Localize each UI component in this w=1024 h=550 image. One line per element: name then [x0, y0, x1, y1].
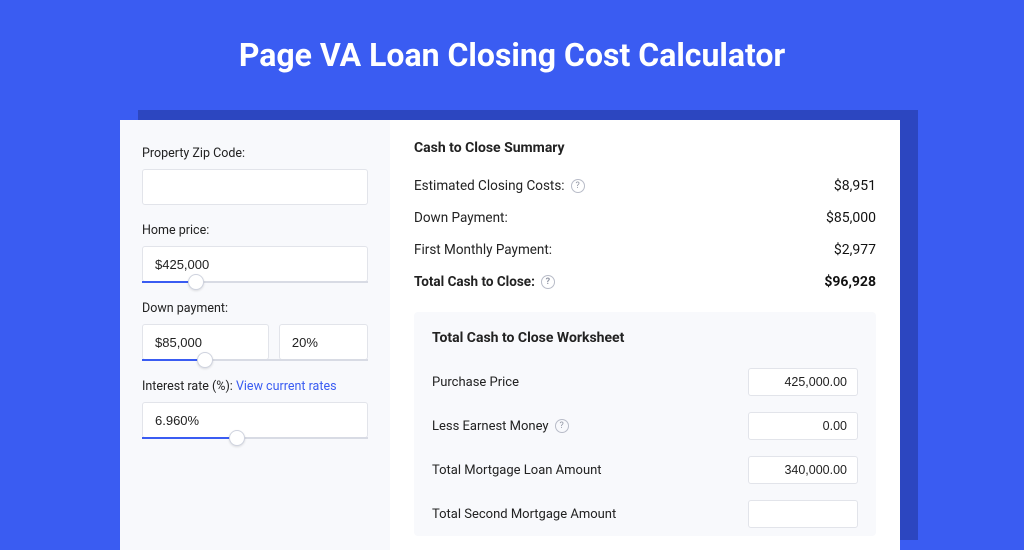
worksheet-row-label: Less Earnest Money? — [432, 419, 569, 434]
worksheet-row: Total Second Mortgage Amount — [432, 492, 858, 536]
interest-slider-thumb[interactable] — [229, 430, 245, 446]
summary-row-label: Total Cash to Close:? — [414, 274, 555, 290]
zip-input[interactable] — [142, 169, 368, 205]
summary-title: Cash to Close Summary — [414, 140, 876, 156]
worksheet-row: Less Earnest Money? — [432, 404, 858, 448]
zip-label: Property Zip Code: — [142, 146, 368, 161]
interest-label-text: Interest rate (%): — [142, 379, 236, 394]
worksheet-panel: Total Cash to Close Worksheet Purchase P… — [414, 312, 876, 536]
worksheet-title: Total Cash to Close Worksheet — [432, 330, 858, 346]
help-icon[interactable]: ? — [571, 179, 585, 193]
inputs-panel: Property Zip Code: Home price: Down paym… — [120, 120, 390, 550]
summary-row-label: Down Payment: — [414, 210, 508, 226]
worksheet-input[interactable] — [748, 412, 858, 440]
help-icon[interactable]: ? — [541, 275, 555, 289]
summary-row: First Monthly Payment: $2,977 — [414, 234, 876, 266]
summary-row-value: $85,000 — [826, 210, 876, 226]
home-price-field-group: Home price: — [142, 223, 368, 283]
summary-row-value: $2,977 — [834, 242, 876, 258]
interest-field-group: Interest rate (%): View current rates — [142, 379, 368, 439]
home-price-slider-thumb[interactable] — [188, 274, 204, 290]
results-panel: Cash to Close Summary Estimated Closing … — [390, 120, 900, 550]
worksheet-input[interactable] — [748, 456, 858, 484]
page-title: Page VA Loan Closing Cost Calculator — [0, 0, 1024, 100]
home-price-input[interactable] — [142, 246, 368, 282]
worksheet-rows: Purchase Price Less Earnest Money? Total M… — [432, 360, 858, 536]
down-payment-slider-thumb[interactable] — [197, 352, 213, 368]
worksheet-input[interactable] — [748, 500, 858, 528]
summary-row: Total Cash to Close:? $96,928 — [414, 266, 876, 298]
down-payment-pct-input[interactable] — [279, 324, 368, 360]
worksheet-input[interactable] — [748, 368, 858, 396]
summary-row-value: $96,928 — [824, 274, 876, 290]
summary-row: Estimated Closing Costs:? $8,951 — [414, 170, 876, 202]
down-payment-field-group: Down payment: — [142, 301, 368, 361]
worksheet-row-label: Total Mortgage Loan Amount — [432, 463, 602, 478]
down-payment-slider[interactable] — [142, 359, 368, 361]
down-payment-label: Down payment: — [142, 301, 368, 316]
view-rates-link[interactable]: View current rates — [236, 379, 337, 394]
interest-label: Interest rate (%): View current rates — [142, 379, 368, 394]
summary-row: Down Payment: $85,000 — [414, 202, 876, 234]
zip-field-group: Property Zip Code: — [142, 146, 368, 205]
summary-row-label: Estimated Closing Costs:? — [414, 178, 585, 194]
interest-slider[interactable] — [142, 437, 368, 439]
interest-input[interactable] — [142, 402, 368, 438]
interest-slider-fill — [142, 437, 237, 439]
worksheet-row: Purchase Price — [432, 360, 858, 404]
calculator-card: Property Zip Code: Home price: Down paym… — [120, 120, 900, 550]
summary-row-value: $8,951 — [834, 178, 876, 194]
worksheet-row-label: Total Second Mortgage Amount — [432, 507, 616, 522]
summary-row-label: First Monthly Payment: — [414, 242, 552, 258]
home-price-label: Home price: — [142, 223, 368, 238]
down-payment-slider-fill — [142, 359, 205, 361]
help-icon[interactable]: ? — [555, 419, 569, 433]
worksheet-row-label: Purchase Price — [432, 375, 519, 390]
summary-rows: Estimated Closing Costs:? $8,951 Down Paym… — [414, 170, 876, 298]
worksheet-row: Total Mortgage Loan Amount — [432, 448, 858, 492]
home-price-slider[interactable] — [142, 281, 368, 283]
